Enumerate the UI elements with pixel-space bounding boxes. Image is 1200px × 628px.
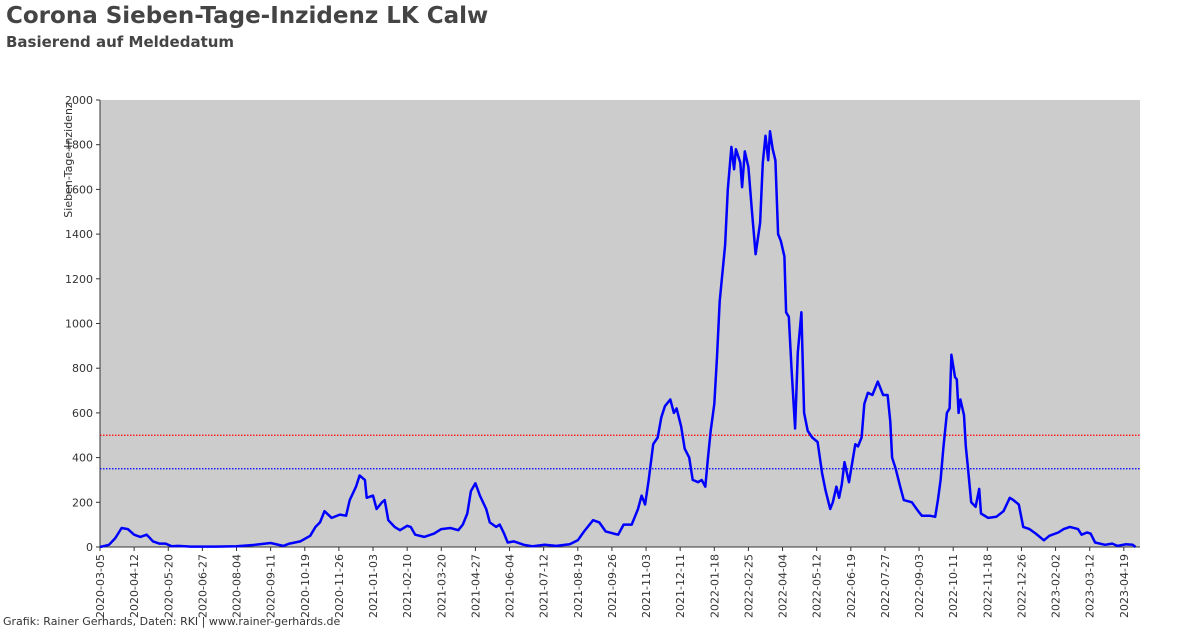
x-tick-label: 2021-06-04 [504,554,517,618]
x-tick-label: 2022-06-19 [845,554,858,618]
x-tick-label: 2022-02-25 [742,554,755,618]
x-tick-label: 2021-08-19 [572,554,585,618]
x-tick-label: 2022-10-11 [947,554,960,618]
x-tick-label: 2021-07-12 [538,554,551,618]
x-tick-label: 2021-09-26 [606,554,619,618]
y-tick-label: 800 [72,362,93,375]
x-tick-label: 2020-09-11 [265,554,278,618]
x-tick-label: 2022-04-04 [777,554,790,618]
x-tick-label: 2020-06-27 [196,554,209,618]
x-tick-label: 2020-04-12 [128,554,141,618]
y-tick-label: 400 [72,452,93,465]
x-tick-label: 2020-08-04 [231,554,244,618]
x-tick-label: 2023-02-02 [1050,554,1063,618]
y-tick-label: 1400 [65,228,93,241]
x-tick-label: 2022-07-27 [879,554,892,618]
x-tick-label: 2023-03-12 [1084,554,1097,618]
x-tick-label: 2020-05-20 [162,554,175,618]
x-tick-label: 2020-03-05 [94,554,107,618]
footer: Grafik: Rainer Gerhards, Daten: RKI | ww… [3,615,341,628]
x-tick-label: 2023-04-19 [1118,554,1131,618]
y-tick-label: 1000 [65,318,93,331]
x-tick-label: 2022-01-18 [708,554,721,618]
x-tick-label: 2022-11-18 [981,554,994,618]
x-tick-label: 2021-04-27 [469,554,482,618]
plot-area [100,100,1140,547]
y-tick-label: 1200 [65,273,93,286]
y-axis-label: Sieben-Tage-Inzidenz [62,102,75,218]
chart-title: Corona Sieben-Tage-Inzidenz LK Calw [6,3,488,29]
y-tick-label: 1800 [65,139,93,152]
x-tick-label: 2020-11-26 [333,554,346,618]
y-tick-label: 2000 [65,94,93,107]
x-tick-label: 2022-12-26 [1015,554,1028,618]
data-line [99,130,1137,549]
y-tick-label: 600 [72,407,93,420]
x-tick-label: 2022-09-03 [913,554,926,618]
x-tick-label: 2020-10-19 [299,554,312,618]
y-tick-label: 0 [86,541,93,554]
x-tick-label: 2021-03-20 [435,554,448,618]
chart-subtitle: Basierend auf Meldedatum [6,33,234,51]
y-tick-label: 200 [72,496,93,509]
x-tick-label: 2021-11-03 [640,554,653,618]
y-tick-label: 1600 [65,183,93,196]
x-tick-label: 2021-12-11 [674,554,687,618]
x-tick-label: 2021-01-03 [367,554,380,618]
x-tick-label: 2022-05-12 [811,554,824,618]
x-tick-label: 2021-02-10 [401,554,414,618]
